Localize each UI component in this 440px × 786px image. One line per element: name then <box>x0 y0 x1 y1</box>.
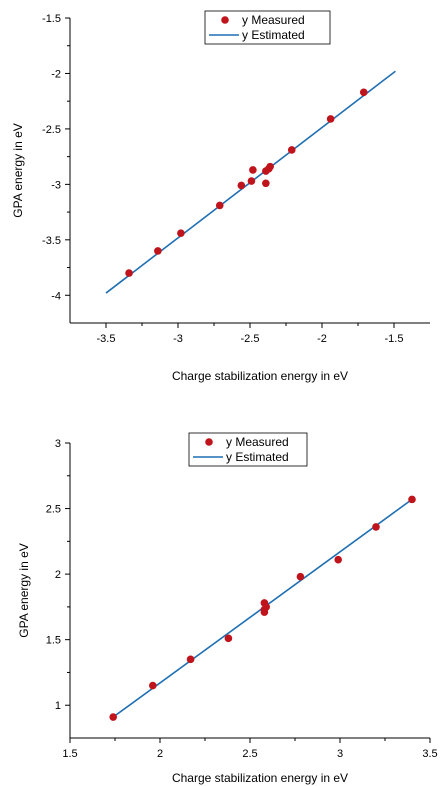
x-tick-label: 2.5 <box>242 748 257 760</box>
legend-measured-label: y Measured <box>226 435 289 449</box>
measured-point <box>237 181 246 190</box>
measured-point <box>262 603 271 611</box>
y-tick-label: -3.5 <box>42 235 61 247</box>
y-tick-label: -3 <box>51 179 61 191</box>
measured-point <box>154 247 162 255</box>
legend-measured-marker <box>205 438 213 446</box>
legend-measured-marker <box>221 16 229 24</box>
measured-point <box>186 655 195 664</box>
legend-measured-label: y Measured <box>242 13 305 27</box>
measured-point <box>287 146 296 154</box>
measured-point <box>215 201 224 210</box>
measured-point <box>372 523 380 531</box>
x-tick-label: -3.5 <box>97 333 116 345</box>
measured-point <box>125 269 133 277</box>
x-tick-label: -3 <box>173 333 183 345</box>
y-tick-label: -4 <box>51 290 61 302</box>
x-tick-label: 3.5 <box>422 748 437 760</box>
x-tick-label: -2.5 <box>241 333 260 345</box>
measured-point <box>177 229 185 237</box>
measured-point <box>224 634 233 643</box>
y-tick-label: -2.5 <box>42 124 61 136</box>
measured-point <box>359 88 368 97</box>
y-tick-label: -2 <box>51 68 61 80</box>
measured-point <box>247 177 256 185</box>
y-tick-label: 2 <box>55 569 61 581</box>
y-tick-label: 2.5 <box>46 504 61 516</box>
y-axis-title: GPA energy in eV <box>11 123 25 218</box>
measured-point <box>408 495 416 504</box>
y-tick-label: -1.5 <box>42 13 61 25</box>
measured-point <box>334 555 343 564</box>
x-axis-title: Charge stabilization energy in eV <box>172 771 348 785</box>
x-tick-label: 1.5 <box>62 748 77 760</box>
x-axis-title: Charge stabilization energy in eV <box>172 369 348 383</box>
x-tick-label: -1.5 <box>385 333 404 345</box>
measured-point <box>296 572 305 581</box>
measured-point <box>262 179 270 188</box>
measured-point <box>109 713 117 721</box>
y-tick-label: 1 <box>55 700 61 712</box>
x-tick-label: -2 <box>317 333 327 345</box>
measured-point <box>326 115 335 123</box>
y-tick-label: 1.5 <box>46 635 61 647</box>
x-tick-label: 2 <box>157 748 163 760</box>
x-tick-label: 3 <box>337 748 343 760</box>
y-tick-label: 3 <box>55 438 61 450</box>
legend-estimated-label: y Estimated <box>242 28 305 42</box>
y-axis-title: GPA energy in eV <box>17 543 31 638</box>
measured-point <box>266 162 274 171</box>
chart-top: -3.5 -3 -2.5 -2 -1.5 -4 -3.5 -3 -2.5 -2 -1.5 Charge… <box>11 10 430 383</box>
legend-estimated-label: y Estimated <box>226 450 289 464</box>
measured-point <box>249 166 257 174</box>
chart-bottom: 1.5 2 2.5 3 3.5 1 1.5 2 2.5 3 Charge stabilization… <box>17 432 438 785</box>
measured-point <box>149 681 157 690</box>
